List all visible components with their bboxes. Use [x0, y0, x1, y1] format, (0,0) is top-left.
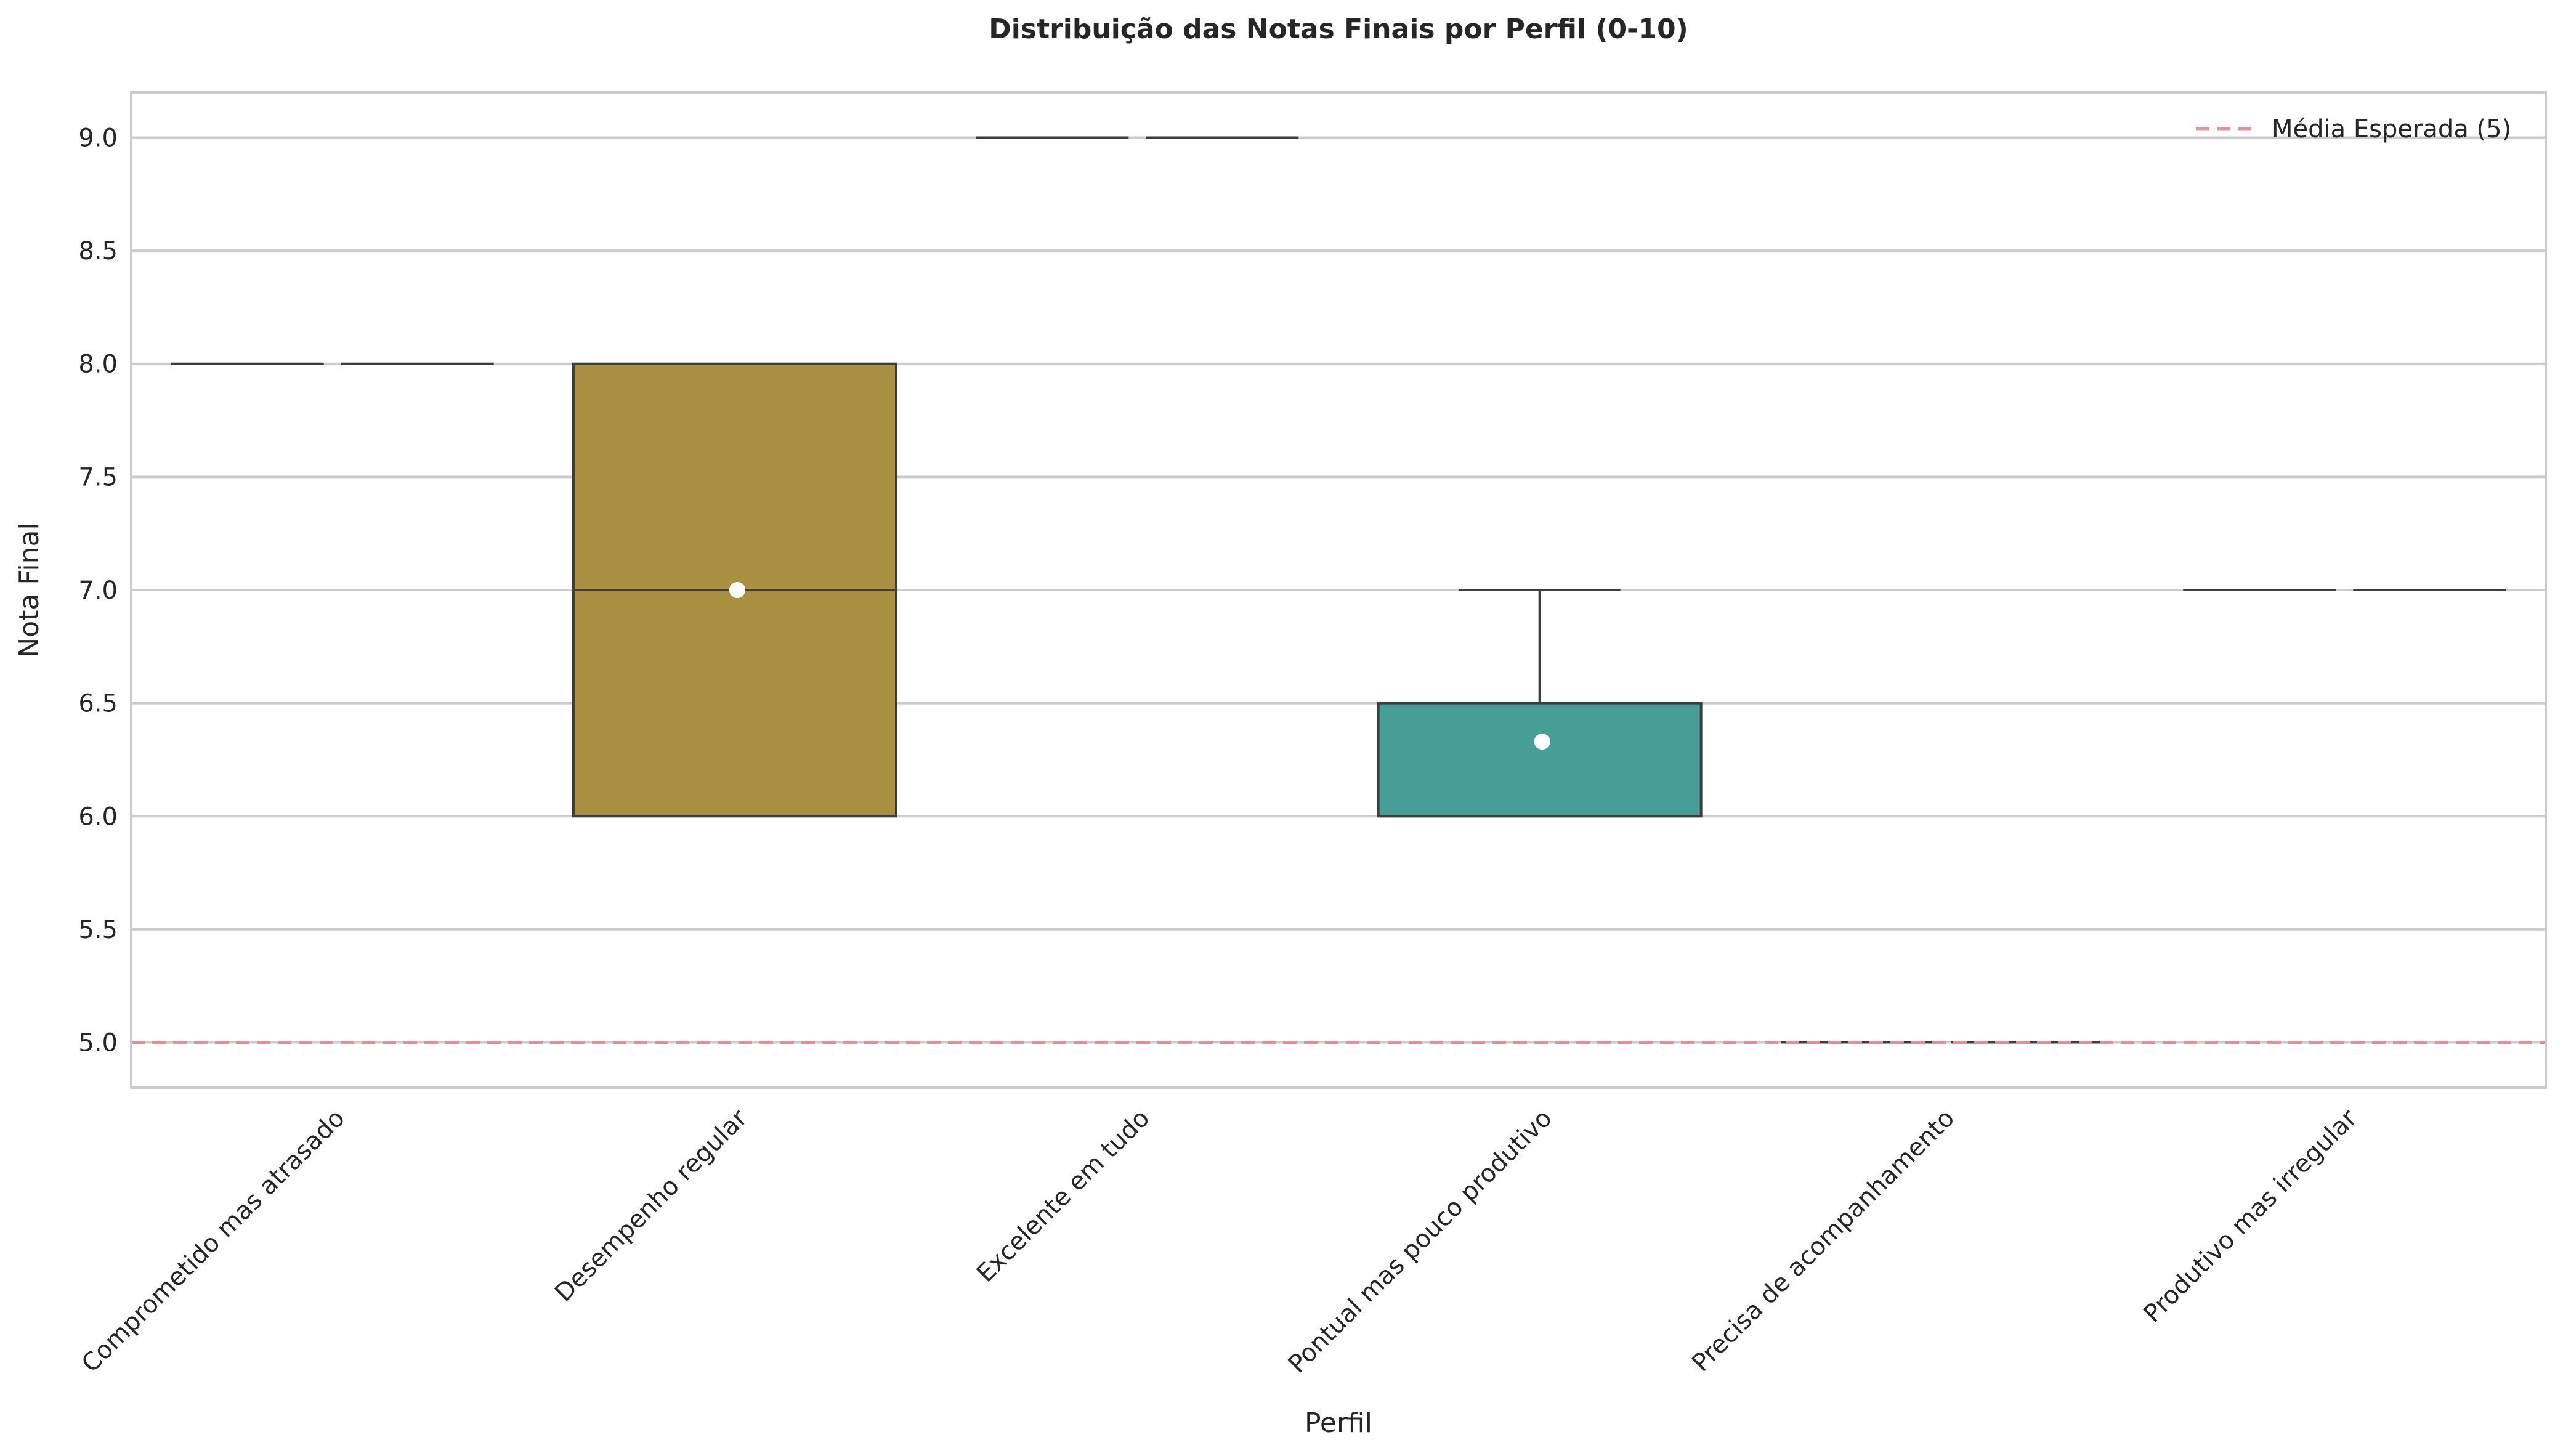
y-tick-label: 7.5 [78, 463, 118, 491]
mean-marker [1534, 734, 1550, 750]
grid-lines [131, 136, 2546, 1044]
y-axis-label: Nota Final [14, 522, 45, 657]
y-tick-label: 8.5 [78, 237, 118, 265]
box-group [1377, 589, 1703, 818]
y-tick-label: 6.0 [78, 803, 118, 831]
y-tick-label: 6.5 [78, 690, 118, 718]
y-axis-ticks: 5.0 5.5 6.0 6.5 7.0 7.5 8.0 8.5 9.0 [78, 124, 118, 1057]
y-tick-label: 5.5 [78, 916, 118, 944]
legend: Média Esperada (5) [2196, 115, 2511, 144]
box-group [572, 362, 897, 818]
y-tick-label: 7.0 [78, 576, 118, 605]
y-tick-label: 9.0 [78, 124, 118, 152]
box-series [171, 136, 2506, 1044]
y-tick-label: 8.0 [78, 350, 118, 379]
legend-label: Média Esperada (5) [2272, 115, 2511, 144]
x-axis-label: Perfil [1305, 1407, 1372, 1439]
plot-frame [130, 91, 2547, 1089]
mean-marker [729, 582, 745, 598]
y-tick-label: 5.0 [78, 1029, 118, 1058]
chart-title: Distribuição das Notas Finais por Perfil… [989, 14, 1688, 45]
box-rect [1377, 702, 1703, 818]
